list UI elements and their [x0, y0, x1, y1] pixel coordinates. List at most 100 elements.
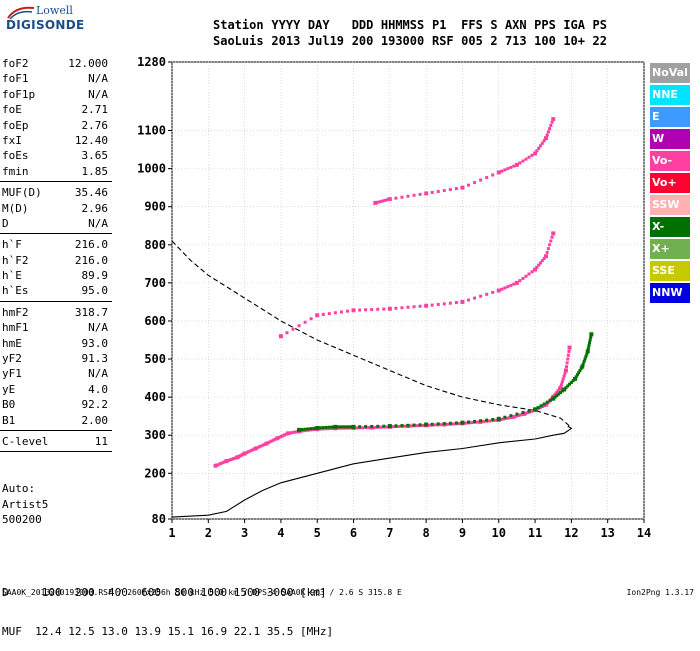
data-point-fill	[406, 194, 410, 198]
data-point	[514, 162, 519, 167]
ionogram-chart: 1 2 3 4 5 6 7 8 9 10 11 12 13 14802003004005006007008…	[137, 55, 651, 540]
x-tick-label: 10	[492, 526, 506, 540]
data-point-fill	[279, 435, 283, 439]
profile-dashed	[171, 240, 572, 429]
data-point-fill	[476, 420, 480, 424]
header-field: SaoLuis	[213, 34, 264, 48]
data-point	[496, 416, 501, 421]
param-key: yE	[2, 382, 16, 396]
legend-item: SSW	[650, 195, 690, 215]
data-point-fill	[521, 276, 525, 280]
param-key: fxI	[2, 133, 22, 147]
data-point-fill	[324, 425, 328, 429]
param-row: B0 92.2	[0, 397, 112, 412]
header-field: 193000	[380, 34, 425, 48]
data-point-fill	[526, 411, 530, 415]
data-point-fill	[439, 423, 443, 427]
param-key: M(D)	[2, 201, 29, 215]
y-tick-label: 500	[144, 352, 166, 366]
data-point-fill	[403, 424, 407, 428]
data-point-fill	[415, 424, 419, 428]
param-key: MUF(D)	[2, 186, 42, 200]
y-tick-label: 700	[144, 276, 166, 290]
data-point-fill	[467, 183, 471, 187]
data-point-fill	[277, 435, 281, 439]
param-row: h`Es 95.0	[0, 283, 112, 298]
data-point-fill	[565, 361, 569, 365]
data-point-fill	[345, 309, 349, 313]
param-row: MUF(D) 35.46	[0, 185, 112, 200]
data-point-fill	[248, 449, 252, 453]
data-point-fill	[485, 292, 489, 296]
data-point-fill	[512, 282, 516, 286]
data-point-fill	[494, 418, 498, 422]
param-value: 35.46	[74, 186, 108, 200]
data-point-fill	[482, 420, 486, 424]
data-point-fill	[394, 196, 398, 200]
data-point-fill	[542, 402, 546, 406]
data-point	[543, 136, 548, 141]
data-point-fill	[291, 327, 295, 331]
data-point-fill	[367, 426, 371, 430]
param-key: foE	[2, 103, 22, 117]
param-value: 91.3	[81, 352, 109, 366]
data-point-fill	[564, 386, 568, 390]
data-point	[424, 303, 429, 308]
data-point-fill	[318, 426, 322, 430]
data-point-fill	[255, 446, 259, 450]
data-point-fill	[509, 414, 513, 418]
data-point	[533, 407, 538, 412]
data-point-fill	[545, 133, 549, 137]
param-row: yF1 N/A	[0, 366, 112, 381]
data-point	[567, 345, 572, 350]
data-point	[460, 299, 465, 304]
data-point-fill	[333, 311, 337, 315]
y-tick-label: 1000	[137, 162, 166, 176]
data-point-fill	[473, 181, 477, 185]
param-value: 11	[94, 434, 108, 448]
legend-item: W	[650, 129, 690, 149]
data-point-fill	[412, 193, 416, 197]
param-value: N/A	[88, 72, 108, 86]
header-field: 22	[592, 34, 607, 48]
param-row: hmF1 N/A	[0, 320, 112, 335]
data-point-fill	[548, 127, 552, 131]
data-point-fill	[527, 155, 531, 159]
param-row: C-level 11	[0, 434, 112, 449]
data-point-fill	[545, 400, 549, 404]
param-separator	[0, 300, 112, 302]
param-value: 3.65	[81, 149, 109, 163]
data-point-fill	[579, 367, 583, 371]
header-field: S	[490, 18, 498, 32]
header-field: 200	[351, 34, 374, 48]
data-point	[264, 441, 269, 446]
data-point-fill	[574, 375, 578, 379]
data-point-fill	[529, 409, 533, 413]
param-row: foEs 3.65	[0, 148, 112, 163]
data-point-fill	[545, 250, 549, 254]
data-point-fill	[376, 307, 380, 311]
data-point-fill	[554, 392, 558, 396]
data-point-fill	[418, 304, 422, 308]
param-value: 12.000	[68, 57, 108, 70]
data-point-fill	[288, 431, 292, 435]
data-point-fill	[442, 302, 446, 306]
param-row: hmF2 318.7	[0, 305, 112, 320]
header-field: 100	[534, 34, 556, 48]
y-tick-label: 900	[144, 200, 166, 214]
data-point-fill	[539, 144, 543, 148]
data-point-fill	[257, 445, 261, 449]
logo-swoosh-icon	[7, 6, 35, 20]
data-point-fill	[303, 320, 307, 324]
data-point-fill	[527, 409, 531, 413]
data-point-fill	[293, 430, 297, 434]
data-point-fill	[448, 421, 452, 425]
param-separator	[0, 233, 112, 235]
data-point-fill	[266, 441, 270, 445]
data-point	[511, 414, 516, 419]
data-point-fill	[467, 298, 471, 302]
data-point-fill	[270, 439, 274, 443]
data-point-fill	[503, 286, 507, 290]
header-field: 2013	[271, 34, 301, 48]
plot-area	[171, 61, 645, 520]
